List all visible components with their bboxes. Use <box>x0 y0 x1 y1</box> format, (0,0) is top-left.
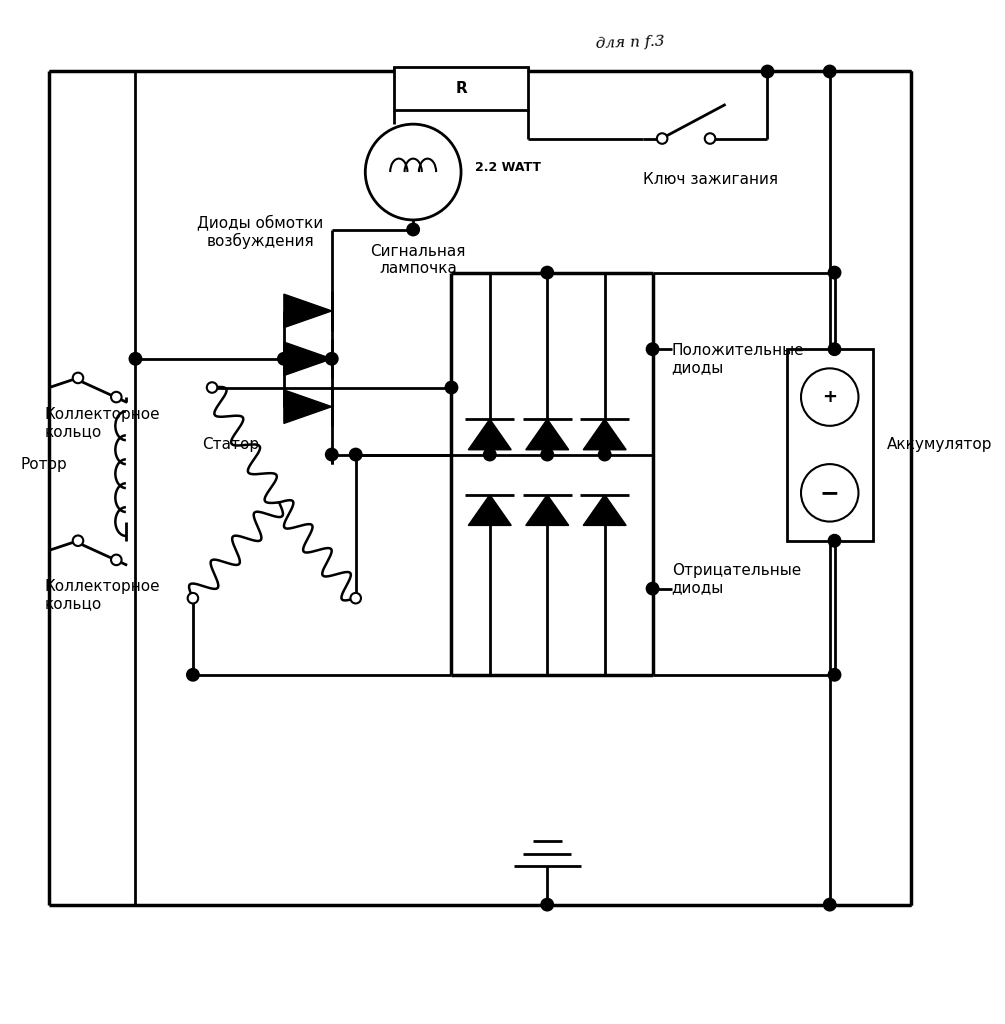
Circle shape <box>828 535 841 547</box>
Circle shape <box>111 392 122 402</box>
Text: для п f.3: для п f.3 <box>595 35 664 51</box>
Polygon shape <box>283 342 332 376</box>
Circle shape <box>598 449 611 461</box>
Text: Коллекторное
кольцо: Коллекторное кольцо <box>44 579 160 611</box>
Circle shape <box>351 593 361 603</box>
Text: Положительные
диоды: Положительные диоды <box>671 343 804 375</box>
Text: Отрицательные
диоды: Отрицательные диоды <box>671 563 801 595</box>
Circle shape <box>111 555 122 565</box>
Circle shape <box>483 449 496 461</box>
Circle shape <box>828 669 841 681</box>
Circle shape <box>72 536 83 546</box>
Text: R: R <box>455 81 467 96</box>
Polygon shape <box>283 294 332 328</box>
Circle shape <box>761 66 774 78</box>
Circle shape <box>801 369 858 426</box>
Text: Сигнальная
лампочка: Сигнальная лампочка <box>370 244 465 276</box>
Circle shape <box>657 133 667 143</box>
Text: Статор: Статор <box>202 437 259 453</box>
Text: 2.2 WATT: 2.2 WATT <box>475 161 542 174</box>
Polygon shape <box>283 390 332 423</box>
Circle shape <box>541 898 554 911</box>
Circle shape <box>188 593 198 603</box>
Polygon shape <box>583 495 626 525</box>
Text: Диоды обмотки
возбуждения: Диоды обмотки возбуждения <box>197 214 323 249</box>
Circle shape <box>407 223 419 236</box>
Circle shape <box>187 669 199 681</box>
Circle shape <box>646 343 659 355</box>
Text: Ротор: Ротор <box>20 457 67 472</box>
Circle shape <box>365 124 461 220</box>
Text: Ключ зажигания: Ключ зажигания <box>642 172 778 187</box>
Bar <box>394 67 528 110</box>
Circle shape <box>445 381 457 394</box>
Circle shape <box>326 352 338 365</box>
Polygon shape <box>526 419 569 450</box>
Circle shape <box>705 133 716 143</box>
Polygon shape <box>526 495 569 525</box>
Circle shape <box>828 266 841 279</box>
Circle shape <box>326 449 338 461</box>
Circle shape <box>277 352 290 365</box>
Polygon shape <box>468 419 512 450</box>
Circle shape <box>72 373 83 383</box>
Text: −: − <box>820 481 839 505</box>
Text: Аккумулятор: Аккумулятор <box>887 437 993 453</box>
Circle shape <box>823 898 836 911</box>
Circle shape <box>541 266 554 279</box>
Text: Коллекторное
кольцо: Коллекторное кольцо <box>44 407 160 439</box>
Circle shape <box>350 449 362 461</box>
Polygon shape <box>468 495 512 525</box>
Circle shape <box>828 343 841 355</box>
Polygon shape <box>583 419 626 450</box>
Text: +: + <box>822 388 837 407</box>
Bar <box>787 349 872 541</box>
Circle shape <box>823 66 836 78</box>
Circle shape <box>541 449 554 461</box>
Circle shape <box>646 583 659 595</box>
Circle shape <box>207 382 217 393</box>
Circle shape <box>130 352 142 365</box>
Circle shape <box>801 464 858 521</box>
